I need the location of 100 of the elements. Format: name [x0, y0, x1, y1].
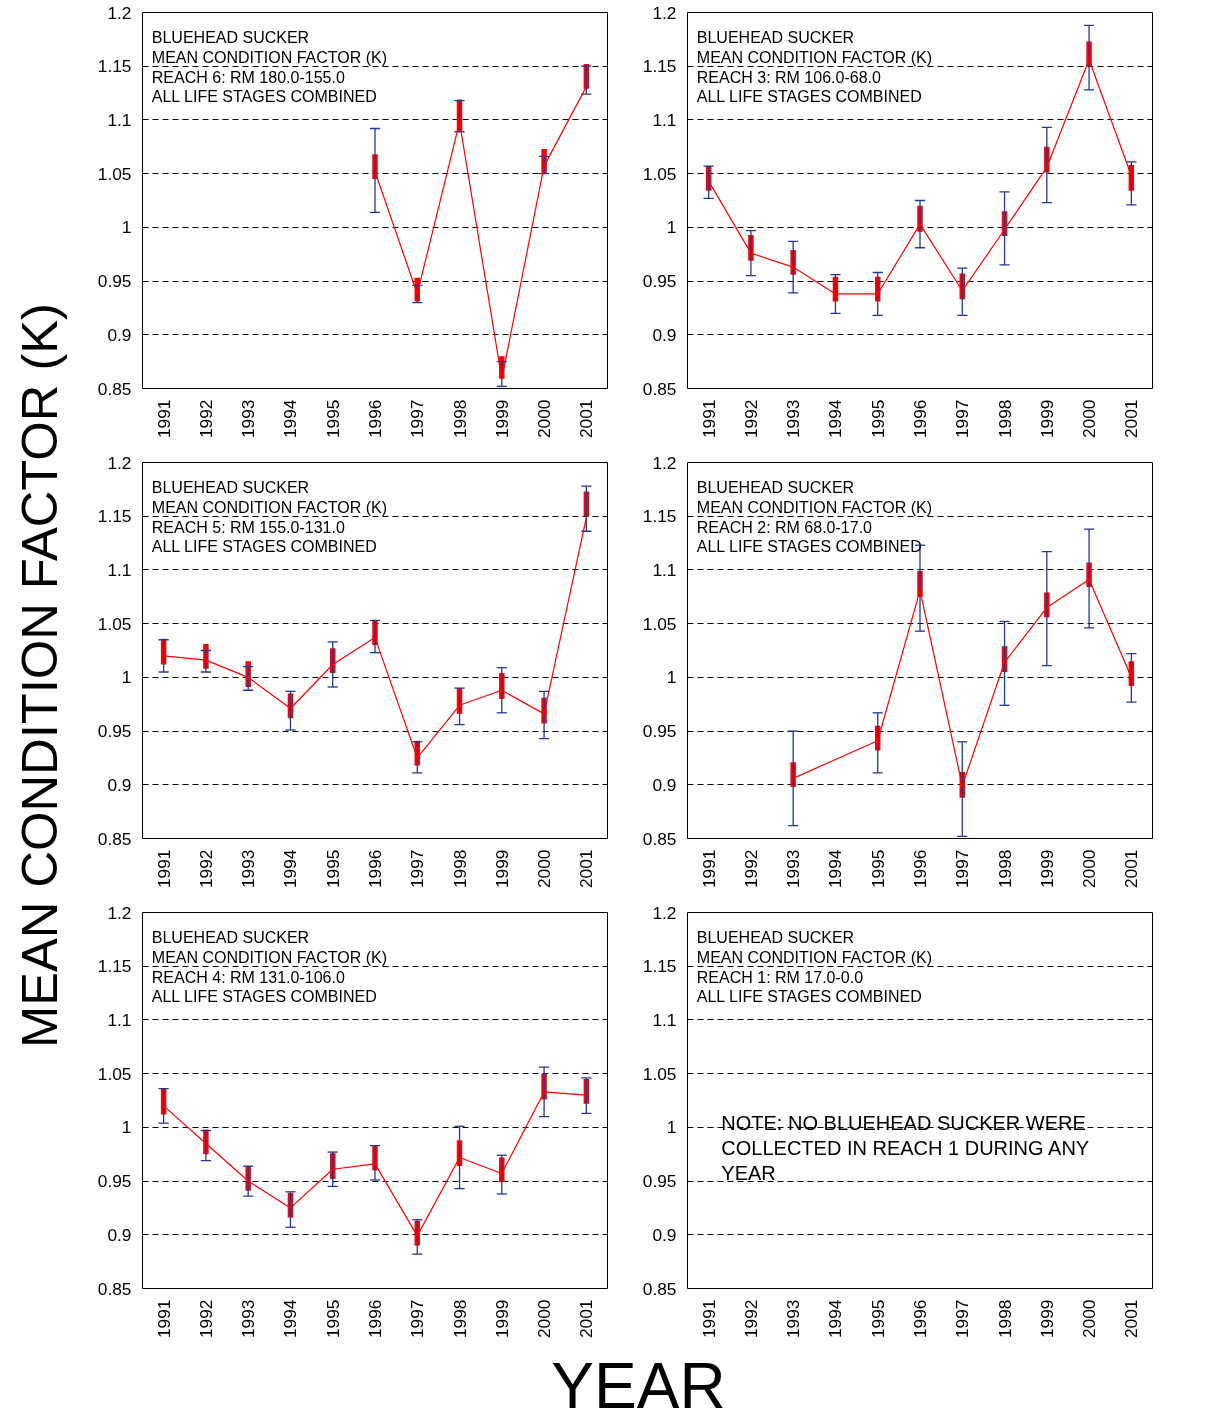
y-tick-label: 1.1: [107, 109, 132, 130]
annotation: REACH 3: RM 106.0-68.0: [696, 68, 881, 86]
x-tick-label: 2000: [1079, 399, 1100, 439]
y-tick-label: 1.15: [642, 956, 677, 977]
y-tick-label: 1.15: [642, 56, 677, 77]
x-tick-label: 1992: [740, 1299, 761, 1339]
x-tick-label: 1996: [910, 1299, 930, 1339]
y-tick-label: 1: [121, 217, 132, 238]
y-axis-title: MEAN CONDITION FACTOR (K): [10, 303, 68, 1048]
annotation: ALL LIFE STAGES COMBINED: [151, 538, 377, 556]
y-tick-label: 0.95: [97, 721, 132, 742]
y-tick-label: 1.2: [652, 902, 677, 923]
y-tick-label: 1.05: [97, 613, 132, 634]
annotation: BLUEHEAD SUCKER: [151, 29, 310, 47]
y-tick-label: 1: [666, 1117, 677, 1138]
y-tick-label: 1.15: [97, 956, 132, 977]
x-tick-label: 1993: [783, 399, 804, 439]
x-tick-label: 1995: [867, 1299, 888, 1339]
y-tick-label: 1: [121, 1117, 132, 1138]
x-tick-label: 1994: [280, 399, 301, 439]
x-tick-label: 1991: [698, 849, 719, 889]
y-tick-label: 1.05: [642, 163, 677, 184]
annotation: REACH 2: RM 68.0-17.0: [696, 518, 873, 536]
annotation: ALL LIFE STAGES COMBINED: [151, 88, 377, 106]
x-tick-label: 1993: [238, 399, 259, 439]
x-tick-label: 1997: [407, 1299, 428, 1339]
x-tick-label: 1995: [322, 399, 343, 439]
y-tick-label: 0.9: [107, 774, 132, 795]
x-tick-label: 1992: [740, 399, 761, 439]
x-tick-label: 1993: [238, 849, 259, 889]
x-tick-label: 2000: [1079, 1299, 1100, 1339]
x-tick-label: 1996: [365, 399, 385, 439]
x-tick-label: 2001: [576, 849, 597, 889]
y-tick-label: 0.9: [107, 324, 132, 345]
y-tick-label: 1.05: [97, 163, 132, 184]
y-tick-label: 0.95: [97, 1171, 132, 1192]
x-tick-label: 1994: [280, 1299, 301, 1339]
x-tick-label: 2000: [534, 1299, 555, 1339]
x-tick-label: 1997: [952, 849, 973, 889]
x-tick-label: 1998: [994, 849, 1015, 889]
y-tick-label: 0.95: [97, 271, 132, 292]
x-tick-label: 2001: [576, 1299, 597, 1339]
y-tick-label: 1: [666, 217, 677, 238]
x-tick-label: 1991: [153, 399, 174, 439]
x-tick-label: 1998: [449, 849, 470, 889]
y-tick-label: 0.95: [642, 1171, 677, 1192]
y-tick-label: 1.1: [652, 109, 677, 130]
annotation: ALL LIFE STAGES COMBINED: [696, 538, 922, 556]
annotation: BLUEHEAD SUCKER: [151, 929, 310, 947]
annotation: ALL LIFE STAGES COMBINED: [696, 988, 922, 1006]
x-tick-label: 1999: [491, 849, 512, 889]
x-tick-label: 1998: [449, 399, 470, 439]
y-tick-label: 1.2: [652, 452, 677, 473]
x-tick-label: 1994: [825, 849, 846, 889]
annotation: BLUEHEAD SUCKER: [696, 929, 855, 947]
x-tick-label: 2000: [534, 849, 555, 889]
y-tick-label: 1.05: [97, 1063, 132, 1084]
y-tick-label: 1.1: [107, 559, 132, 580]
annotation: REACH 5: RM 155.0-131.0: [151, 518, 345, 536]
x-tick-label: 1995: [322, 849, 343, 889]
x-tick-label: 1996: [365, 1299, 385, 1339]
y-tick-label: 1.15: [642, 506, 677, 527]
x-tick-label: 1991: [153, 1299, 174, 1339]
x-tick-label: 2001: [576, 399, 597, 439]
y-tick-label: 1.2: [107, 452, 132, 473]
x-tick-label: 1991: [698, 1299, 719, 1339]
x-tick-label: 1994: [825, 399, 846, 439]
x-tick-label: 1999: [491, 399, 512, 439]
x-tick-label: 2000: [534, 399, 555, 439]
x-tick-label: 2001: [1121, 849, 1142, 889]
x-tick-label: 1995: [322, 1299, 343, 1339]
x-tick-label: 1997: [407, 849, 428, 889]
y-tick-label: 0.9: [652, 774, 677, 795]
x-tick-label: 1997: [952, 399, 973, 439]
y-tick-label: 1.05: [642, 1063, 677, 1084]
y-tick-label: 0.85: [642, 1278, 677, 1299]
annotation: BLUEHEAD SUCKER: [151, 479, 310, 497]
y-tick-label: 0.85: [642, 378, 677, 399]
x-tick-label: 1997: [952, 1299, 973, 1339]
x-tick-label: 1998: [994, 399, 1015, 439]
x-tick-label: 1997: [407, 399, 428, 439]
x-tick-label: 1991: [698, 399, 719, 439]
x-tick-label: 1993: [783, 1299, 804, 1339]
y-tick-label: 1.2: [107, 902, 132, 923]
annotation: ALL LIFE STAGES COMBINED: [696, 88, 922, 106]
x-tick-label: 1992: [195, 849, 216, 889]
x-tick-label: 1996: [910, 849, 930, 889]
x-tick-label: 1993: [783, 849, 804, 889]
y-tick-label: 1.15: [97, 506, 132, 527]
y-tick-label: 0.85: [97, 378, 132, 399]
annotation: MEAN CONDITION FACTOR (K): [151, 48, 388, 66]
annotation: NOTE: NO BLUEHEAD SUCKER WERE COLLECTED IN REACH 1 DURING ANY YEAR: [721, 1111, 1090, 1185]
y-tick-label: 0.9: [652, 1224, 677, 1245]
x-tick-label: 1994: [825, 1299, 846, 1339]
y-tick-label: 1.1: [107, 1009, 132, 1030]
y-tick-label: 1.2: [652, 2, 677, 23]
x-tick-label: 1993: [238, 1299, 259, 1339]
y-tick-label: 0.9: [107, 1224, 132, 1245]
x-tick-label: 1999: [1036, 399, 1057, 439]
x-tick-label: 1998: [449, 1299, 470, 1339]
